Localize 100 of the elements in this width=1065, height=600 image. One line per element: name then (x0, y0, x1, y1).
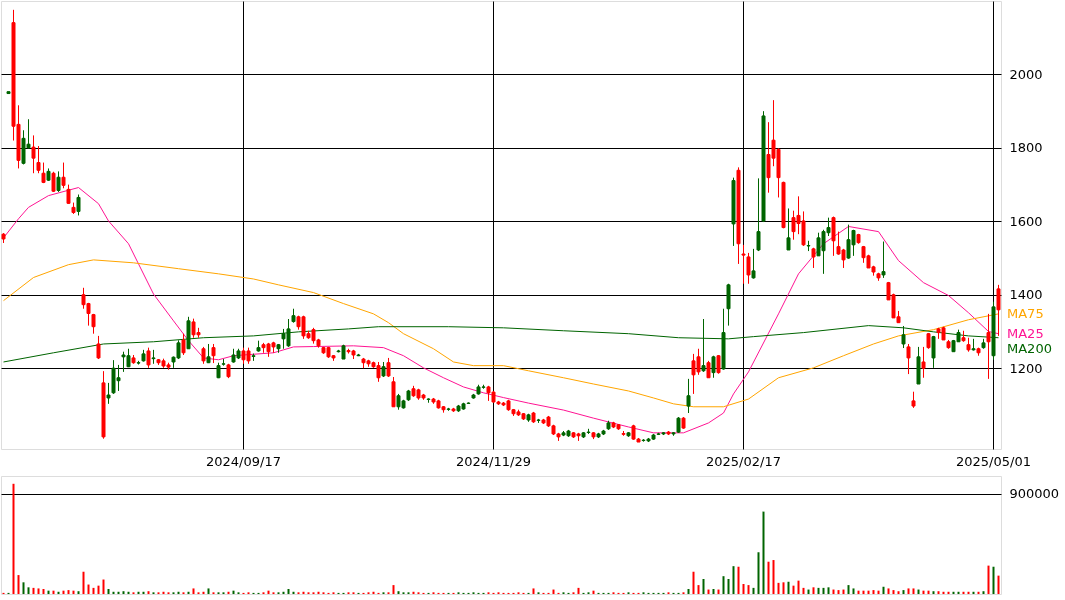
candlestick (76, 194, 81, 216)
bar (397, 591, 400, 594)
bar (187, 591, 190, 594)
bar (107, 588, 110, 594)
bar (372, 591, 375, 594)
bar (837, 590, 840, 594)
bar (797, 580, 800, 594)
bar (302, 591, 305, 594)
bar (702, 578, 705, 594)
candlestick (881, 241, 886, 279)
bar (282, 591, 285, 594)
bar (292, 591, 295, 594)
bar (32, 587, 35, 594)
bar (777, 582, 780, 594)
bar (902, 590, 905, 594)
bar (177, 591, 180, 594)
bar (947, 591, 950, 594)
x-tick-label: 2025/02/17 (706, 453, 781, 469)
candlestick (931, 335, 936, 369)
bar (977, 591, 980, 594)
bar (57, 591, 60, 594)
bar (882, 586, 885, 594)
bar (872, 590, 875, 594)
candlestick (56, 170, 61, 193)
bar (782, 582, 785, 594)
bar (692, 571, 695, 594)
bar (92, 587, 95, 594)
bar (992, 566, 995, 594)
bar (772, 560, 775, 594)
bar (687, 588, 690, 594)
bar (392, 585, 395, 594)
bar (712, 588, 715, 594)
bar (887, 588, 890, 594)
bar (97, 585, 100, 594)
candlestick (831, 216, 836, 257)
y-tick-label: 1600 (1009, 213, 1043, 229)
x-tick-label: 2024/09/17 (206, 453, 281, 469)
bar (937, 591, 940, 594)
bar (767, 561, 770, 594)
bar (827, 587, 830, 594)
bar (42, 588, 45, 594)
bar (762, 511, 765, 594)
y-tick-label: 1200 (1009, 360, 1043, 376)
bar (67, 590, 70, 594)
bar (287, 588, 290, 594)
candlestick (31, 134, 36, 174)
bar (162, 591, 165, 594)
bar (202, 591, 205, 594)
bar (997, 575, 1000, 594)
bar (852, 588, 855, 594)
candlestick (66, 184, 71, 205)
bar (532, 588, 535, 594)
bar (732, 566, 735, 594)
bar (82, 571, 85, 594)
bar (812, 587, 815, 594)
bar (412, 591, 415, 594)
candlestick (146, 347, 151, 369)
candlestick (51, 171, 56, 193)
bar (127, 591, 130, 594)
series-label: MA75 (1007, 305, 1044, 321)
bar (137, 591, 140, 594)
bar (192, 588, 195, 594)
bar (787, 581, 790, 594)
bar (982, 591, 985, 594)
bar (77, 591, 80, 594)
bar (112, 591, 115, 594)
bar (817, 587, 820, 594)
bar (207, 588, 210, 594)
y-tick-label: 1400 (1009, 287, 1043, 303)
candlestick (181, 333, 186, 356)
bar (227, 591, 230, 594)
bar (907, 588, 910, 594)
bar (892, 590, 895, 594)
bar (742, 583, 745, 594)
candlestick (211, 343, 216, 364)
bar (577, 587, 580, 594)
bar (727, 578, 730, 594)
bar (747, 585, 750, 594)
bar (757, 552, 760, 594)
line-series (3, 259, 999, 408)
candlestick (61, 162, 66, 189)
bar (22, 582, 25, 594)
bar (117, 591, 120, 594)
candlestick (726, 283, 731, 327)
candlestick (921, 346, 926, 379)
bar (737, 566, 740, 594)
bar (802, 587, 805, 594)
bar (972, 591, 975, 594)
bar (792, 585, 795, 594)
bar (987, 565, 990, 594)
bar (722, 576, 725, 594)
bar (932, 591, 935, 594)
bar (12, 483, 15, 594)
bar (87, 584, 90, 594)
y-tick-label: 2000 (1009, 66, 1043, 82)
x-tick-label: 2024/11/29 (456, 453, 531, 469)
bar (942, 591, 945, 594)
candlestick (996, 284, 1001, 337)
candlestick (751, 248, 756, 280)
bar (317, 591, 320, 594)
